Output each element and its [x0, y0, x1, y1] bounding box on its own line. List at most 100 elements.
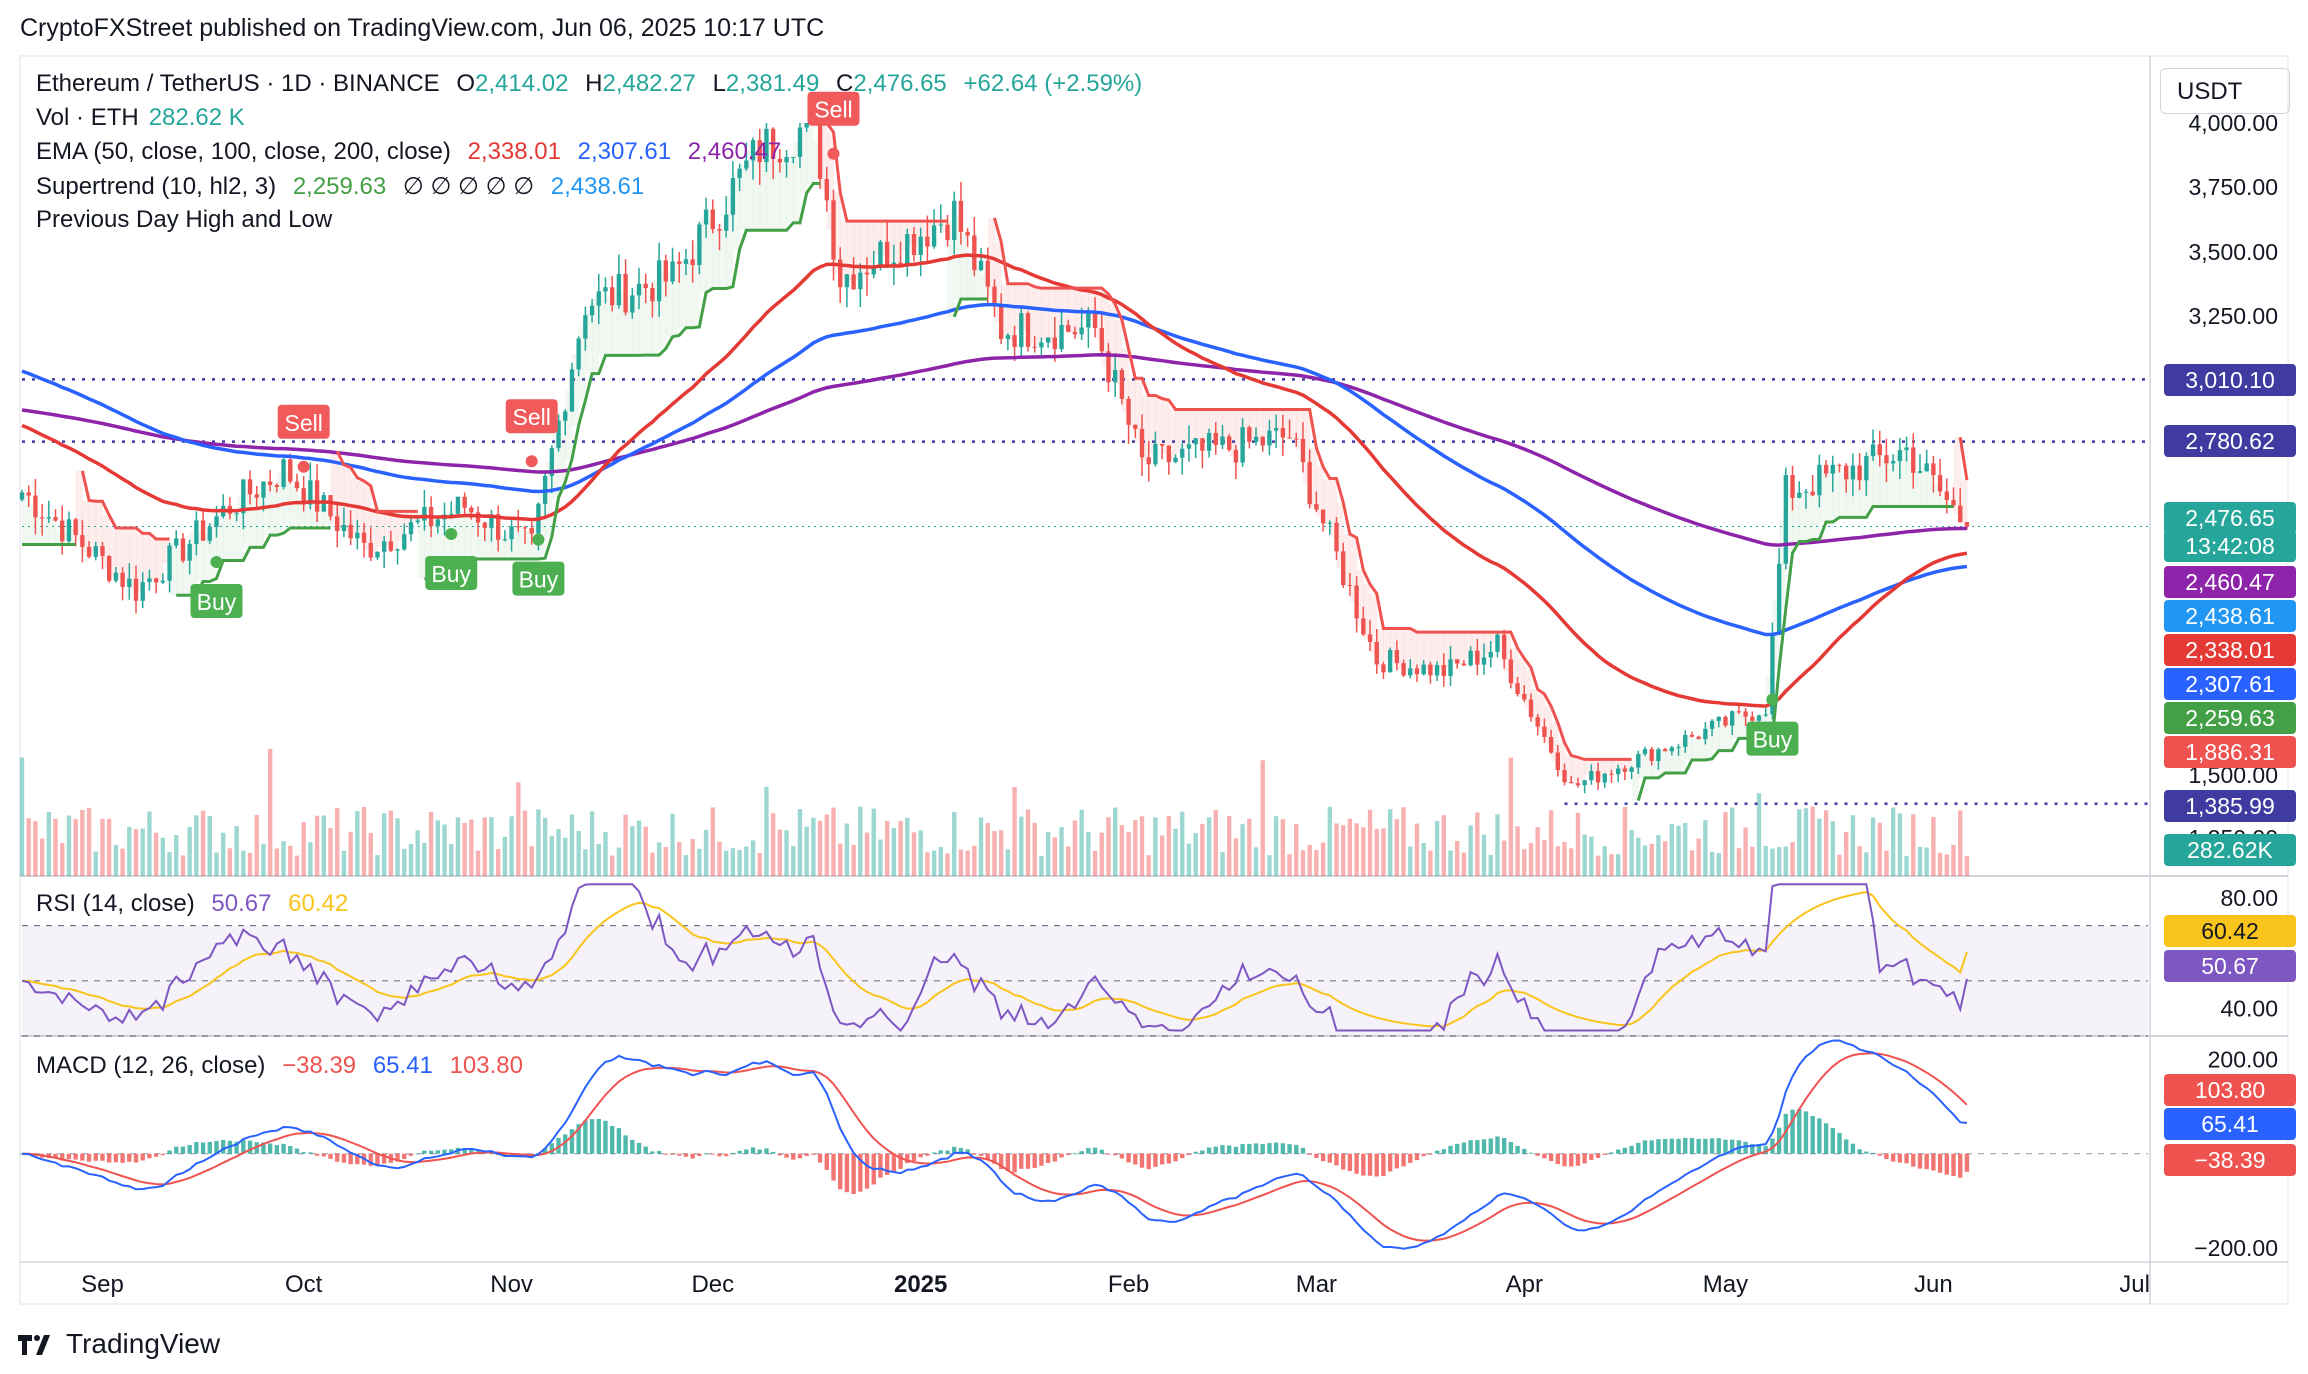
volume-bar: [174, 835, 179, 876]
supertrend-fill: [337, 464, 345, 528]
candle-body: [1569, 782, 1574, 784]
supertrend-fill: [974, 265, 982, 299]
candle-body: [1414, 668, 1420, 675]
macd-histogram-bar: [174, 1146, 179, 1154]
candle-body: [1884, 455, 1889, 464]
candle-body: [1173, 457, 1178, 463]
candle-body: [1461, 663, 1467, 666]
supertrend-fill: [498, 539, 506, 560]
volume-bar: [938, 846, 943, 876]
candle-body: [113, 572, 119, 581]
volume-bar: [1958, 810, 1963, 876]
supertrend-fill: [645, 294, 653, 356]
macd-histogram-bar: [1273, 1142, 1279, 1154]
candle-body: [127, 578, 132, 587]
supertrend-fill: [22, 493, 30, 545]
volume-bar: [214, 852, 219, 876]
volume-bar: [1508, 757, 1514, 876]
volume-bar: [482, 817, 487, 876]
macd-histogram-bar: [1072, 1153, 1078, 1155]
candle-body: [1314, 504, 1319, 510]
volume-bar: [267, 748, 273, 876]
volume-bar: [804, 826, 809, 876]
supertrend-fill: [726, 196, 734, 287]
candle-body: [1730, 711, 1735, 726]
volume-bar: [475, 850, 481, 876]
macd-histogram-bar: [1508, 1141, 1514, 1154]
candle-body: [207, 526, 212, 541]
macd-histogram-bar: [1750, 1143, 1755, 1154]
candle-body: [1904, 447, 1909, 451]
candle-body: [1609, 773, 1614, 775]
volume-bar: [1314, 850, 1319, 876]
volume-bar: [1743, 827, 1748, 876]
candle-body: [408, 522, 414, 535]
volume-bar: [234, 826, 239, 876]
volume-bar: [381, 813, 387, 876]
supertrend-fill: [659, 270, 667, 349]
macd-histogram-bar: [469, 1148, 474, 1154]
candle-body: [764, 128, 769, 163]
price-tick-label: 3,500.00: [2188, 239, 2278, 265]
supertrend-fill: [1551, 722, 1559, 762]
volume-bar: [1059, 827, 1064, 876]
volume-bar: [737, 850, 742, 876]
macd-histogram-bar: [1958, 1153, 1963, 1178]
macd-histogram-bar: [1414, 1153, 1420, 1161]
volume-bar: [422, 842, 427, 876]
candle-body: [576, 338, 581, 370]
macd-histogram-bar: [1153, 1153, 1158, 1167]
macd-histogram-bar: [294, 1148, 300, 1154]
candle-body: [469, 507, 474, 513]
candle-body: [1944, 491, 1949, 501]
candle-body: [1106, 351, 1111, 383]
candle-body: [93, 546, 98, 557]
macd-histogram-bar: [254, 1142, 259, 1154]
candle-body: [1113, 370, 1118, 383]
volume-bar: [1434, 821, 1440, 876]
volume-bar: [905, 817, 910, 876]
candle-body: [1857, 465, 1862, 481]
macd-histogram-bar: [1408, 1153, 1413, 1163]
volume-bar: [1260, 760, 1265, 876]
candle-body: [1381, 664, 1386, 673]
macd-histogram-bar: [1495, 1136, 1500, 1154]
supertrend-fill: [1899, 448, 1908, 507]
candle-body: [784, 156, 789, 163]
supertrend-fill: [1410, 632, 1418, 672]
macd-histogram-bar: [1240, 1144, 1245, 1154]
macd-histogram-bar: [1099, 1149, 1104, 1154]
supertrend-fill: [1269, 409, 1277, 430]
supertrend-fill: [833, 192, 841, 274]
candle-body: [1622, 768, 1628, 772]
supertrend-fill: [1457, 632, 1465, 665]
volume-bar: [616, 847, 622, 876]
macd-histogram-bar: [1703, 1138, 1708, 1154]
volume-bar: [1877, 822, 1882, 876]
macd-histogram-bar: [1401, 1153, 1406, 1167]
volume-bar: [46, 811, 52, 876]
supertrend-fill: [799, 123, 808, 193]
candle-body: [341, 524, 347, 532]
currency-button[interactable]: USDT: [2160, 68, 2290, 114]
x-tick-label: Dec: [691, 1271, 734, 1298]
candle-body: [335, 516, 340, 532]
volume-bar: [1595, 855, 1601, 876]
supertrend-fill: [1933, 483, 1941, 507]
macd-histogram-bar: [1180, 1153, 1185, 1159]
volume-bar: [1253, 847, 1259, 876]
volume-bar: [1414, 823, 1420, 876]
macd-histogram-bar: [945, 1150, 950, 1154]
macd-histogram-bar: [1052, 1153, 1057, 1162]
candle-body: [1139, 428, 1145, 458]
supertrend-fill: [940, 221, 949, 233]
candle-body: [703, 209, 709, 225]
candle-body: [314, 480, 320, 512]
x-tick-label: Oct: [285, 1271, 323, 1298]
candle-body: [871, 267, 876, 275]
candle-body: [1032, 346, 1037, 348]
volume-bar: [428, 811, 434, 876]
price-tick-label: 4,000.00: [2188, 110, 2278, 136]
candle-body: [455, 496, 461, 514]
